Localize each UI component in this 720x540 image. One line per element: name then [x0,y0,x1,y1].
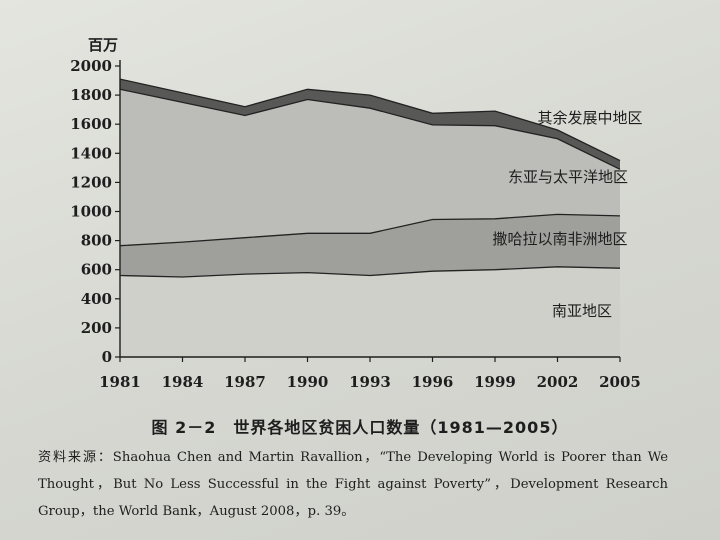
y-tick-label: 200 [81,319,112,337]
chart-axes: 百万 0 200 400 600 800 1000 1200 1400 1600 1800 2000 1… [70,36,641,391]
y-tick-label: 800 [81,232,112,250]
x-tick-label: 2005 [599,373,641,391]
chart-areas [119,78,621,357]
poverty-area-chart: 百万 0 200 400 600 800 1000 1200 1400 1600 1800 2000 1… [70,36,642,391]
y-tick-label: 1800 [70,86,112,104]
x-tick-label: 1984 [162,373,204,391]
y-axis-unit-label: 百万 [88,36,118,54]
x-tick-label: 2002 [537,373,579,391]
y-tick-label: 1200 [70,173,112,191]
x-tick-label: 1987 [224,373,266,391]
series-boundary-line-2 [119,213,621,247]
y-tick-label: 400 [81,290,112,308]
x-tick-label: 1990 [287,373,329,391]
y-tick-label: 0 [102,348,112,366]
series-label-3: 东亚与太平洋地区 [508,168,628,186]
y-tick-label: 1600 [70,115,112,133]
figure-caption: 图 2－2 世界各地区贫困人口数量（1981—2005） [151,418,569,437]
series-label-2: 撒哈拉以南非洲地区 [492,230,627,248]
x-tick-label: 1999 [474,373,516,391]
series-labels: 南亚地区 撒哈拉以南非洲地区 东亚与太平洋地区 其余发展中地区 [492,109,642,320]
y-tick-label: 600 [81,261,112,279]
figure-source-note: 资料来源：Shaohua Chen and Martin Ravallion，“… [38,450,668,519]
area-series-1 [120,266,620,357]
area-series-3 [120,89,620,246]
series-boundary-line-4 [119,78,621,162]
series-label-1: 南亚地区 [552,302,612,320]
y-tick-label: 1400 [70,144,112,162]
area-series-4 [120,79,620,170]
y-tick-label: 1000 [70,203,112,221]
series-boundary-line-1 [119,266,621,278]
x-tick-label: 1993 [349,373,391,391]
area-series-2 [120,214,620,277]
x-tick-label: 1981 [99,373,141,391]
x-tick-label: 1996 [412,373,454,391]
series-label-4: 其余发展中地区 [537,109,642,127]
series-boundary-line-3 [119,88,621,170]
y-tick-label: 2000 [70,57,112,75]
